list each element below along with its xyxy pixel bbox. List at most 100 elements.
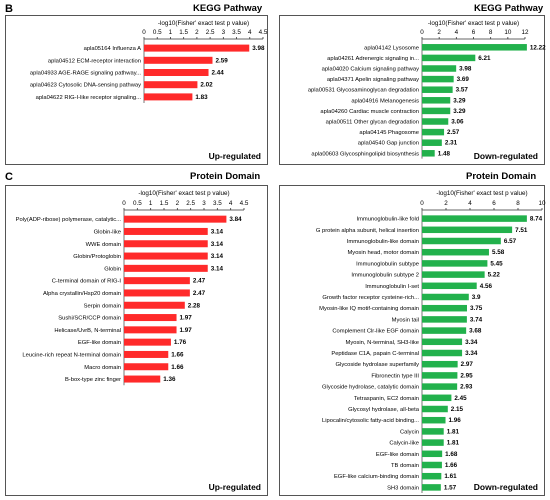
chart-domain-down-category-label: Myosin-like IQ motif-containing domain	[319, 306, 419, 312]
chart-domain-down-value-label: 2.95	[460, 372, 473, 379]
chart-domain-down-bar	[422, 461, 442, 469]
chart-kegg-down-bar	[422, 65, 457, 72]
chart-domain-up-value-label: 1.97	[180, 315, 193, 322]
chart-domain-down-tick-label: 10	[538, 200, 546, 207]
chart-kegg-down-value-label: 3.69	[457, 76, 470, 83]
chart-domain-down-value-label: 3.75	[470, 305, 483, 312]
chart-domain-down-value-label: 4.56	[480, 283, 493, 290]
chart-domain-up-bar	[124, 314, 177, 322]
chart-domain-down-bar	[422, 383, 458, 390]
chart-kegg-up-value-label: 2.44	[212, 70, 225, 77]
domain-down-chart-box: -log10(Fisher' exact test p value) 0 2 4 6 8 1…	[279, 185, 546, 496]
chart-domain-up-tick-label: 1	[149, 200, 153, 207]
chart-kegg-down-category-label: apla04142 Lysosome	[364, 45, 419, 51]
chart-domain-up-tick-label: 1.5	[160, 200, 169, 207]
chart-kegg-up-tick-label: 3	[222, 29, 226, 36]
chart-domain-down-category-label: Growth factor receptor cysteine-rich...	[322, 295, 419, 301]
chart-domain-down-category-label: Myosin tail	[392, 317, 419, 323]
chart-domain-down-bar	[422, 327, 467, 334]
chart-domain-up-category-label: C-terminal domain of RIG-I	[52, 279, 122, 285]
chart-domain-down-category-label: Calycin	[400, 429, 419, 435]
chart-kegg-down-value-label: 3.98	[459, 66, 472, 73]
panel-b-letter: B	[5, 3, 13, 15]
chart-kegg-up-bar	[144, 56, 213, 64]
chart-domain-up-category-label: Globin-like	[94, 229, 121, 235]
chart-domain-up-value-label: 3.14	[211, 265, 224, 272]
domain-up-chart-box: -log10(Fisher' exact test p value) 0 0.5 1 1…	[5, 185, 268, 496]
chart-domain-up-x-axis-title: -log10(Fisher' exact test p value)	[138, 190, 229, 197]
chart-domain-up-category-label: WWE domain	[86, 242, 121, 248]
chart-kegg-down-bar	[422, 118, 449, 125]
chart-domain-down-bar	[422, 416, 446, 424]
chart-domain-up-tick-label: 0	[122, 200, 126, 207]
chart-domain-down-category-label: Immunoglobulin I-set	[365, 284, 419, 290]
chart-kegg-down-bar	[422, 54, 476, 62]
chart-domain-up-bar	[124, 277, 190, 285]
chart-kegg-down-category-label: apla04261 Adrenergic signaling in...	[327, 56, 419, 62]
chart-domain-down-bar	[422, 338, 463, 346]
chart-domain-down-value-label: 1.68	[445, 451, 458, 458]
kegg-down-section-title: KEGG Pathway	[474, 3, 544, 14]
domain-down-chart: -log10(Fisher' exact test p value) 0 2 4 6 8 1…	[316, 190, 546, 493]
domain-up-section-title: Protein Domain	[190, 171, 261, 182]
chart-domain-down-bar	[422, 304, 467, 312]
chart-domain-down-value-label: 3.68	[469, 328, 482, 335]
chart-domain-down-category-label: Glycosyl hydrolase, all-beta	[348, 407, 420, 413]
chart-domain-down-bar	[422, 484, 441, 491]
chart-domain-up-category-label: Leucine-rich repeat N-terminal domain	[22, 352, 121, 358]
chart-kegg-up-category-label: apla04622 RIG-I-like receptor signaling.…	[36, 95, 142, 101]
chart-domain-down-bar	[422, 394, 452, 402]
chart-domain-down-value-label: 5.45	[490, 260, 503, 267]
chart-domain-up-tick-label: 4	[229, 200, 233, 207]
chart-kegg-up-tick-label: 3.5	[232, 29, 241, 36]
chart-domain-down-bar	[422, 349, 463, 357]
chart-kegg-down-bar	[422, 139, 442, 146]
chart-domain-down-tick-label: 0	[420, 200, 424, 207]
chart-kegg-down-tick-label: 8	[489, 29, 493, 36]
chart-domain-up-bar	[124, 215, 227, 223]
chart-domain-down-value-label: 2.97	[461, 361, 474, 368]
chart-domain-up-bar	[124, 326, 177, 334]
chart-domain-down-value-label: 1.57	[444, 484, 457, 491]
chart-kegg-down-tick-label: 12	[521, 29, 529, 36]
chart-kegg-up-category-label: apla05164 Influenza A	[84, 46, 142, 52]
chart-kegg-up-tick-label: 4	[248, 29, 252, 36]
chart-kegg-up-tick-label: 0	[142, 29, 146, 36]
chart-kegg-down-bar	[422, 150, 435, 157]
chart-domain-down-category-label: Glycoside hydrolase superfamily	[336, 362, 420, 368]
chart-domain-up-bar	[124, 264, 208, 272]
chart-domain-down-category-label: G protein alpha subunit, helical inserti…	[316, 228, 419, 234]
chart-domain-down-category-label: Myosin head, motor domain	[347, 250, 419, 256]
chart-kegg-down-value-label: 1.48	[438, 150, 451, 157]
chart-domain-up-bar	[124, 227, 208, 235]
chart-domain-up-category-label: Globin	[104, 266, 121, 272]
chart-kegg-down-category-label: apla04540 Gap junction	[358, 141, 419, 147]
chart-kegg-down-category-label: apla00531 Glycosaminoglycan degradation	[308, 88, 419, 94]
chart-domain-up-category-label: B-box-type zinc finger	[65, 377, 121, 383]
chart-domain-down-bar	[422, 439, 444, 446]
chart-domain-up-bar	[124, 363, 169, 371]
chart-kegg-up-tick-label: 0.5	[153, 29, 162, 36]
chart-domain-down-value-label: 1.61	[444, 473, 457, 480]
chart-domain-down-category-label: Myosin, N-terminal, SH3-like	[346, 340, 419, 346]
chart-kegg-down-bar	[422, 75, 454, 83]
chart-kegg-down-category-label: apla04020 Calcium signaling pathway	[322, 67, 419, 73]
chart-domain-up-value-label: 3.84	[229, 216, 242, 223]
chart-kegg-up-tick-label: 1.5	[179, 29, 188, 36]
chart-kegg-down-x-axis-title: -log10(Fisher' exact test p value)	[428, 20, 519, 27]
chart-kegg-up-category-label: apla04933 AGE-RAGE signaling pathway...	[30, 71, 141, 77]
chart-domain-down-category-label: Immunoglobulin-like fold	[356, 217, 419, 223]
chart-domain-down-value-label: 3.34	[465, 339, 478, 346]
chart-kegg-down-bar	[422, 44, 527, 51]
chart-domain-down-value-label: 3.34	[465, 350, 478, 357]
chart-domain-down-value-label: 2.15	[451, 406, 464, 413]
chart-domain-down-tick-label: 4	[468, 200, 472, 207]
chart-domain-down-category-label: SH3 domain	[387, 485, 419, 491]
chart-kegg-up-bar	[144, 81, 198, 89]
chart-domain-up-tick-label: 3.5	[213, 200, 222, 207]
chart-domain-up-value-label: 2.47	[193, 278, 206, 285]
chart-domain-down-bar	[422, 472, 442, 480]
chart-domain-down-category-label: Lipocalin/cytosolic fatty-acid binding..…	[322, 418, 419, 424]
chart-kegg-down-tick-label: 0	[420, 29, 424, 36]
kegg-up-section-title: KEGG Pathway	[193, 3, 263, 14]
